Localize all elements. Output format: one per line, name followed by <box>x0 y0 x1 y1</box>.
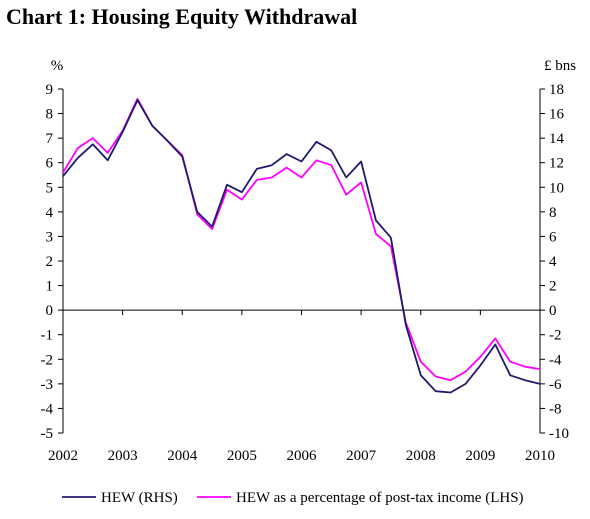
axes: -5-4-3-2-10123456789-10-8-6-4-2024681012… <box>41 82 570 464</box>
x-tick-label: 2003 <box>108 448 138 464</box>
right-tick-label: 6 <box>549 229 557 245</box>
left-tick-label: 6 <box>46 156 54 172</box>
right-tick-label: 12 <box>549 156 564 172</box>
series-line-hew-lhs <box>62 97 541 382</box>
left-tick-label: 8 <box>46 107 54 123</box>
right-tick-label: 18 <box>549 82 564 98</box>
right-tick-label: -6 <box>549 377 562 393</box>
right-tick-label: -4 <box>549 352 562 368</box>
legend-label-hew-lhs: HEW as a percentage of post-tax income (… <box>236 490 524 506</box>
left-tick-label: -5 <box>41 426 54 442</box>
left-tick-label: 5 <box>46 180 54 196</box>
chart-title: Chart 1: Housing Equity Withdrawal <box>6 4 358 29</box>
series-lines <box>62 97 541 394</box>
x-tick-label: 2004 <box>167 448 198 464</box>
left-tick-label: 7 <box>46 131 54 147</box>
legend-label-hew-rhs: HEW (RHS) <box>101 490 178 506</box>
right-tick-label: 2 <box>549 279 557 295</box>
left-tick-label: 3 <box>46 229 54 245</box>
right-tick-label: 8 <box>549 205 557 221</box>
x-tick-label: 2005 <box>227 448 257 464</box>
left-tick-label: 4 <box>46 205 54 221</box>
right-tick-label: 16 <box>549 107 565 123</box>
x-tick-label: 2008 <box>406 448 436 464</box>
right-tick-label: -2 <box>549 328 562 344</box>
left-tick-label: 0 <box>46 303 54 319</box>
legend: HEW (RHS) HEW as a percentage of post-ta… <box>62 490 524 506</box>
left-tick-label: -2 <box>41 352 54 368</box>
x-tick-label: 2009 <box>465 448 495 464</box>
series-line-hew-rhs <box>62 99 541 394</box>
right-tick-label: 14 <box>549 131 565 147</box>
left-tick-label: -1 <box>41 328 54 344</box>
x-tick-label: 2006 <box>287 448 318 464</box>
left-tick-label: -4 <box>41 401 54 417</box>
left-tick-label: 9 <box>46 82 54 98</box>
left-axis-unit: % <box>51 58 64 74</box>
right-tick-label: -8 <box>549 401 562 417</box>
right-tick-label: -10 <box>549 426 569 442</box>
left-tick-label: 1 <box>46 279 54 295</box>
left-tick-label: -3 <box>41 377 54 393</box>
x-tick-label: 2002 <box>48 448 78 464</box>
right-tick-label: 10 <box>549 180 564 196</box>
left-tick-label: 2 <box>46 254 54 270</box>
x-tick-label: 2010 <box>525 448 555 464</box>
x-tick-label: 2007 <box>346 448 377 464</box>
right-tick-label: 4 <box>549 254 557 270</box>
right-tick-label: 0 <box>549 303 557 319</box>
right-axis-unit: £ bns <box>544 58 576 74</box>
